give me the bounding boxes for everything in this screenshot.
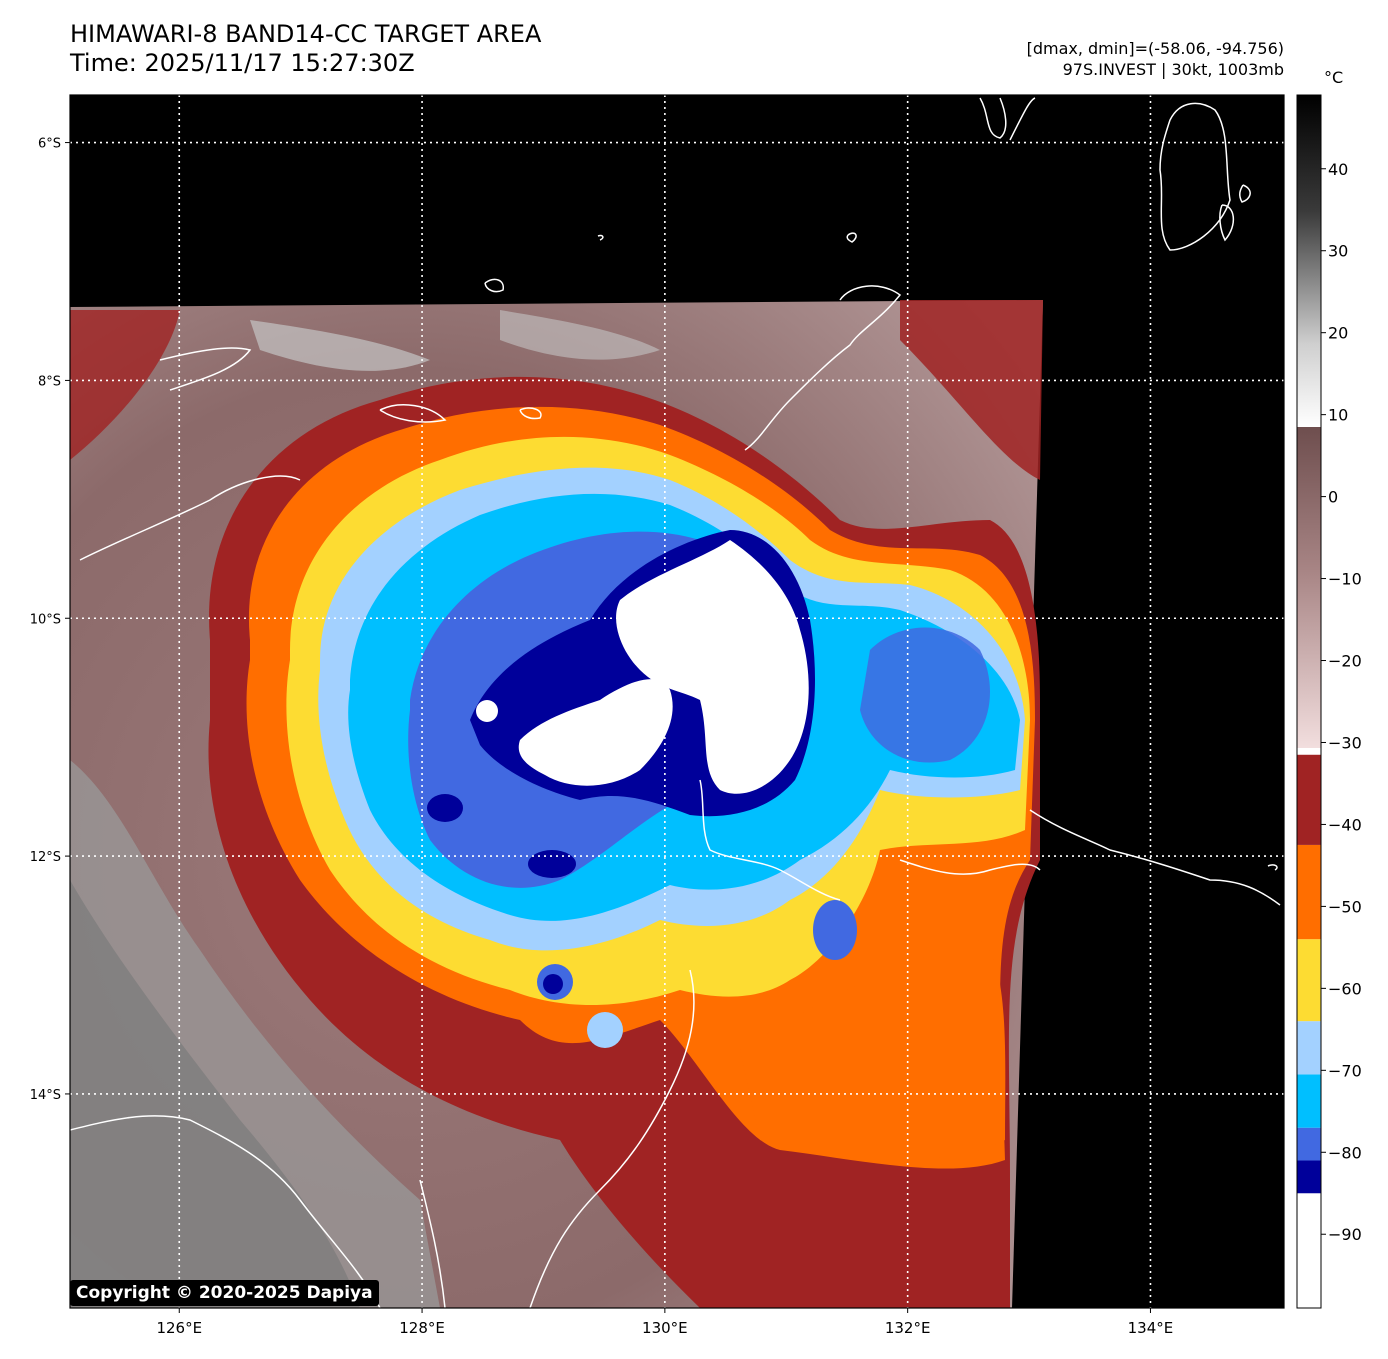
plot-frame [69,94,1285,1309]
coastline-timor-west [70,1115,381,1308]
colorbar-band [1297,939,1321,1022]
coastline-island [1009,97,1036,141]
lat-tick-label: 10°S [30,612,61,627]
coastline-island [846,232,857,243]
lat-tick-label: 12°S [30,850,61,865]
lat-tick-label: 8°S [38,374,61,389]
colorbar-bands [1297,754,1321,1308]
map-title: HIMAWARI-8 BAND14-CC TARGET AREA Time: 2… [70,20,541,78]
imagery-layer [70,300,1043,1308]
coldest-cloud-top [476,700,498,722]
colorbar-tick-label: −20 [1328,652,1362,671]
coastline-island [1239,184,1251,203]
colorbar-frame [1296,94,1322,1309]
colorbar: 40 30 20 10 0 −10 −20 −30 −40 −50 −60 −70 −80 −90 [1296,94,1362,1309]
cold-band-minus40-edge [70,310,180,460]
colorbar-tick-label: −60 [1328,979,1362,998]
colorbar-band [1297,1160,1321,1194]
colorbar-tick-label: −30 [1328,733,1362,752]
title-line2: Time: 2025/11/17 15:27:30Z [70,49,415,77]
lon-tick-label: 128°E [399,1319,445,1337]
latitude-axis: 6°S 8°S 10°S 12°S 14°S [30,137,70,1103]
cold-band-minus40-edge [900,300,1043,480]
colorbar-mid-segment [1297,427,1321,748]
cold-cell-navy [427,794,463,822]
coastlines [70,97,1281,1308]
coastline-island [1267,864,1278,871]
coastline-island [1219,204,1234,242]
warm-cloud-streak [500,310,660,360]
dmax-dmin-label: [dmax, dmin]=(-58.06, -94.756) [1026,39,1284,58]
coldest-cloud-top [616,540,809,794]
cold-cell-navy [528,850,576,878]
colorbar-band [1297,1074,1321,1128]
coastline-river [419,1179,446,1308]
colorbar-tick-label: −10 [1328,570,1362,589]
coastline-timor [529,969,695,1308]
coastline-flores [79,475,301,561]
colorbar-unit: °C [1324,68,1344,87]
coastline-aru [1029,809,1281,906]
gridlines [70,95,1284,1308]
cold-cell [813,900,857,960]
coastline-island [484,278,504,293]
longitude-axis: 126°E 128°E 130°E 132°E 134°E [156,1308,1173,1337]
lat-tick-label: 14°S [30,1088,61,1103]
cold-band-minus50-south [740,940,1006,1159]
colorbar-tick-label: 0 [1328,488,1338,507]
colorbar-tick-label: −80 [1328,1143,1362,1162]
warm-cloud-streak [250,320,430,371]
storm-label: 97S.INVEST | 30kt, 1003mb [1062,60,1284,79]
colorbar-band [1297,1021,1321,1075]
colorbar-band [1297,844,1321,940]
lat-tick-label: 6°S [38,137,61,152]
colorbar-warm-segment [1297,95,1321,427]
coastline-island [979,97,1007,139]
coastline-island [597,234,604,241]
cold-cell [587,1012,623,1048]
cold-cell-navy [543,974,563,994]
colorbar-band [1297,1127,1321,1161]
colorbar-band [1297,754,1321,845]
coastline-island [1159,102,1231,251]
lon-tick-label: 132°E [885,1319,931,1337]
coastline-island [899,859,1041,875]
coldest-cloud-top [518,679,673,786]
copyright-label: Copyright © 2020-2025 Dapiya [70,1280,379,1306]
colorbar-tick-label: 10 [1328,406,1348,425]
title-line1: HIMAWARI-8 BAND14-CC TARGET AREA [70,20,542,48]
colorbar-ticks: 40 30 20 10 0 −10 −20 −30 −40 −50 −60 −70 −80 −90 [1321,160,1362,1244]
colorbar-tick-label: 20 [1328,324,1348,343]
colorbar-tick-label: 30 [1328,242,1348,261]
colorbar-tick-label: −40 [1328,815,1362,834]
colorbar-tick-label: 40 [1328,160,1348,179]
coastline-island [159,347,252,391]
coastline-tanimbar [699,779,841,901]
cold-band-minus80-east [860,627,990,763]
colorbar-tick-label: −70 [1328,1061,1362,1080]
colorbar-tick-label: −90 [1328,1225,1362,1244]
lon-tick-label: 134°E [1128,1319,1174,1337]
storm-info: [dmax, dmin]=(-58.06, -94.756) 97S.INVES… [1027,38,1284,80]
colorbar-band [1297,1193,1321,1308]
coastline-island [519,407,542,420]
coastline-island [379,404,447,423]
coastline-island [744,285,902,451]
colorbar-tick-label: −50 [1328,897,1362,916]
lon-tick-label: 126°E [156,1319,202,1337]
lon-tick-label: 130°E [642,1319,688,1337]
